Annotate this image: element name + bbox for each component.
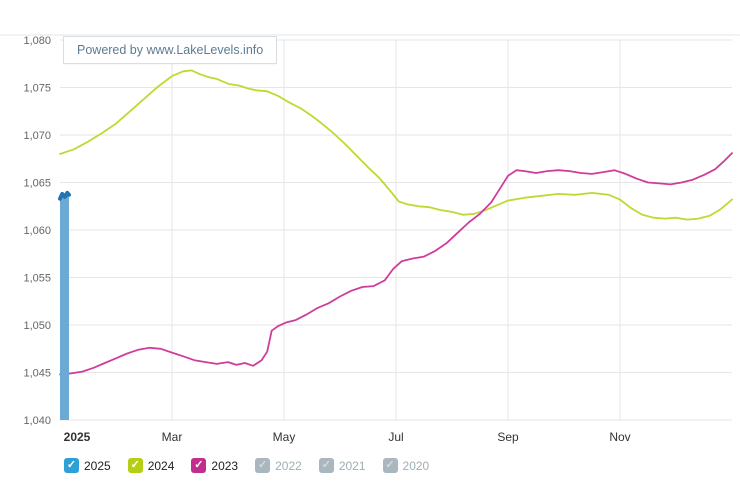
y-axis-tick-label: 1,055 [23, 273, 51, 285]
legend-label: 2020 [402, 458, 430, 473]
legend-item-2025[interactable]: 2025 [64, 458, 111, 473]
chart-canvas: 1,040 1,045 1,050 1,055 1,060 1,065 1,070 1,075… [0, 34, 740, 444]
legend-item-2020[interactable]: 2020 [382, 458, 430, 473]
y-axis-tick-label: 1,050 [23, 320, 51, 332]
checkbox-2023-icon [191, 458, 207, 473]
y-axis-tick-label: 1,070 [23, 130, 51, 142]
checkbox-2020-icon [382, 458, 398, 473]
legend-label: 2023 [211, 458, 239, 473]
checkbox-2022-icon [255, 458, 271, 473]
x-axis-tick-label: Sep [497, 430, 519, 444]
y-axis-tick-label: 1,045 [23, 368, 51, 380]
chart-legend: 2025 2024 2023 2022 2021 2020 [64, 458, 429, 473]
x-axis-tick-label: Mar [162, 430, 183, 444]
x-axis-tick-label: Nov [609, 430, 630, 444]
series-line-2025 [58, 190, 71, 201]
x-axis-tick-label: May [273, 430, 296, 444]
checkbox-2024-icon [127, 458, 143, 473]
series-area-2025 [60, 192, 69, 420]
y-axis-tick-label: 1,080 [23, 35, 51, 47]
legend-label: 2024 [147, 458, 175, 473]
y-axis-tick-label: 1,075 [23, 83, 51, 95]
series-line-2024 [59, 69, 733, 221]
x-axis-tick-label: 2025 [64, 430, 91, 444]
legend-item-2022[interactable]: 2022 [255, 458, 302, 473]
legend-item-2021[interactable]: 2021 [318, 458, 366, 473]
checkbox-2021-icon [318, 458, 334, 473]
x-axis-tick-label: Jul [388, 430, 403, 444]
legend-label: 2025 [84, 458, 111, 473]
y-axis-tick-label: 1,040 [23, 415, 51, 427]
y-axis-tick-label: 1,065 [23, 178, 51, 190]
powered-by-branding: Powered by www.LakeLevels.info [63, 36, 278, 64]
legend-label: 2022 [275, 458, 302, 473]
legend-item-2024[interactable]: 2024 [127, 458, 175, 473]
series-line-2023 [59, 152, 733, 376]
y-axis-tick-label: 1,060 [23, 225, 51, 237]
checkbox-2025-icon [64, 458, 79, 473]
legend-item-2023[interactable]: 2023 [191, 458, 238, 473]
legend-label: 2021 [338, 458, 366, 473]
